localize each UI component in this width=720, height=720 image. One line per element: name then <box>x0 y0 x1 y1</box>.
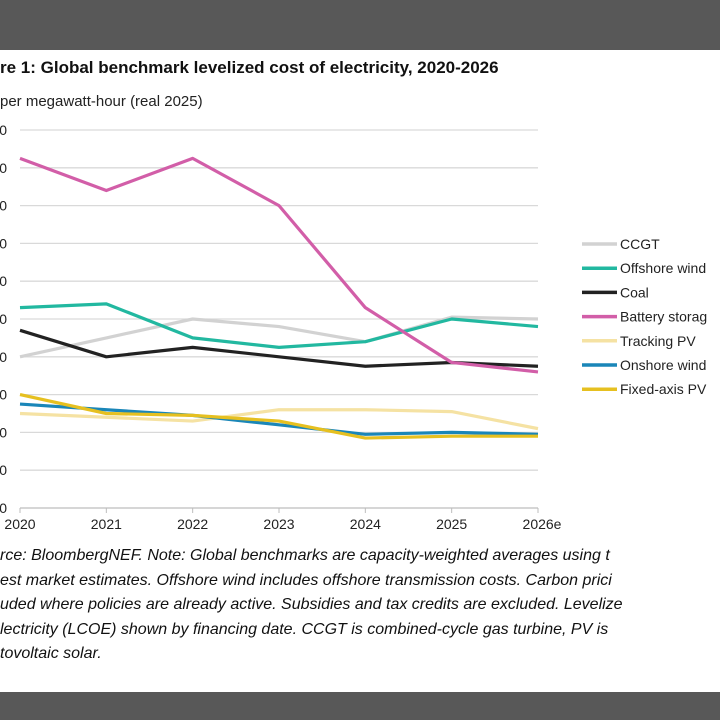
x-tick-label: 2024 <box>350 516 381 532</box>
series-line-battery-storag <box>19 156 539 374</box>
series-line-tracking-pv <box>19 408 539 431</box>
x-tick-label: 2025 <box>436 516 467 532</box>
legend-label: Battery storag <box>620 309 707 325</box>
x-tick-label: 2020 <box>4 516 35 532</box>
top-frame-bar <box>0 0 720 50</box>
legend-label: Fixed-axis PV <box>620 381 707 397</box>
y-axis-unit-label: per megawatt-hour (real 2025) <box>0 93 203 110</box>
line-chart: 0 20 40 60 80 100 120 140 160 180 200 2020 2021 2022 2… <box>0 122 707 532</box>
bottom-frame-bar <box>0 692 720 720</box>
note-line: uded where policies are already active. … <box>0 596 623 613</box>
y-tick-label: 80 <box>0 349 7 365</box>
y-tick-label: 40 <box>0 424 7 440</box>
series-line-ccgt <box>19 315 539 359</box>
source-note: rce: BloombergNEF. Note: Global benchmar… <box>0 544 623 667</box>
legend-label: Offshore wind <box>620 260 706 276</box>
legend-label: CCGT <box>620 236 660 252</box>
x-tick-label: 2026e <box>523 516 562 532</box>
y-tick-label: 120 <box>0 273 7 289</box>
y-tick-label: 160 <box>0 198 7 214</box>
y-tick-label: 180 <box>0 160 7 176</box>
note-line: rce: BloombergNEF. Note: Global benchmar… <box>0 547 610 564</box>
y-tick-label: 100 <box>0 311 7 327</box>
note-line: lectricity (LCOE) shown by financing dat… <box>0 620 609 638</box>
y-tick-label: 20 <box>0 462 7 478</box>
note-line: est market estimates. Offshore wind incl… <box>0 571 612 589</box>
series-line-fixed-axis-pv <box>19 393 538 440</box>
note-line: tovoltaic solar. <box>0 645 102 662</box>
legend-label: Tracking PV <box>620 333 696 349</box>
chart-title: re 1: Global benchmark levelized cost of… <box>0 58 499 77</box>
x-tick-label: 2023 <box>263 516 294 532</box>
y-tick-label: 140 <box>0 235 7 251</box>
y-tick-label: 200 <box>0 122 7 138</box>
x-tick-label: 2021 <box>91 516 122 532</box>
series-line-onshore-wind <box>19 402 539 436</box>
legend-label: Coal <box>620 284 649 300</box>
x-tick-label: 2022 <box>177 516 208 532</box>
legend-label: Onshore wind <box>620 357 706 373</box>
y-tick-label: 0 <box>0 500 7 516</box>
series-line-offshore-wind <box>19 302 539 349</box>
y-tick-label: 60 <box>0 387 7 403</box>
